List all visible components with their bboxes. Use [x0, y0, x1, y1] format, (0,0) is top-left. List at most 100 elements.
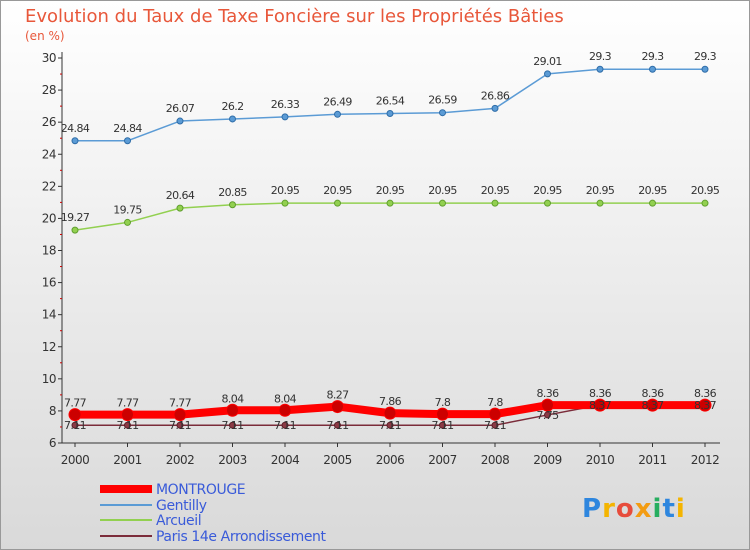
data-point — [649, 65, 656, 73]
data-point — [544, 199, 551, 207]
data-label: 20.85 — [218, 186, 247, 199]
data-point — [436, 407, 449, 421]
series-0 — [68, 398, 712, 422]
data-point — [596, 199, 604, 207]
data-point — [544, 70, 551, 78]
data-label: 26.2 — [221, 100, 243, 113]
data-point — [68, 408, 82, 422]
data-label: 26.49 — [323, 95, 352, 108]
data-point — [491, 199, 499, 207]
y-tick-label: 14 — [42, 308, 56, 322]
y-tick-label: 10 — [42, 372, 56, 386]
data-label: 24.84 — [61, 122, 90, 135]
y-tick-label: 30 — [42, 51, 56, 65]
data-label: 24.84 — [113, 122, 142, 135]
data-point — [544, 411, 551, 419]
data-label: 8.36 — [536, 387, 559, 400]
data-point — [439, 109, 446, 117]
data-label: 7.11 — [431, 419, 453, 432]
y-tick-label: 6 — [49, 436, 56, 450]
data-label: 26.59 — [428, 94, 457, 107]
legend-label: Paris 14e Arrondissement — [156, 529, 327, 545]
data-label: 7.11 — [116, 419, 138, 432]
data-label: 7.8 — [487, 396, 503, 409]
data-point — [229, 201, 236, 209]
axes — [61, 52, 720, 444]
data-point — [491, 104, 499, 112]
data-point — [176, 421, 184, 429]
data-label: 29.3 — [694, 50, 717, 63]
data-label: 7.86 — [379, 395, 402, 408]
data-label: 20.95 — [691, 184, 720, 197]
brand-logo: Proxiti — [582, 494, 686, 524]
x-tick-label: 2006 — [376, 453, 405, 467]
y-tick-label: 28 — [42, 83, 56, 97]
y-ticks: 6 8 10 12 14 16 18 20 22 24 26 28 30 — [42, 51, 62, 450]
legend-label: Gentilly — [156, 498, 207, 514]
x-tick-label: 2002 — [166, 453, 195, 467]
y-tick-label: 20 — [42, 211, 56, 225]
chart-subtitle: (en %) — [25, 29, 65, 43]
series-1 — [71, 65, 709, 145]
data-point — [593, 398, 607, 412]
data-label: 8.37 — [589, 399, 612, 412]
x-ticks: 2000 2001 2002 2003 2004 2005 2006 2007 2008 2009… — [61, 443, 720, 467]
x-tick-label: 2000 — [61, 453, 90, 467]
x-tick-label: 2011 — [638, 453, 667, 467]
x-tick-label: 2008 — [481, 453, 510, 467]
legend-label: Arcueil — [156, 513, 201, 529]
data-label: 7.77 — [64, 397, 87, 410]
data-label: 8.27 — [326, 389, 349, 402]
data-label: 20.95 — [323, 184, 352, 197]
x-tick-label: 2001 — [113, 453, 142, 467]
data-point — [124, 218, 131, 226]
y-tick-label: 22 — [42, 179, 56, 193]
data-point — [701, 65, 709, 73]
data-point — [701, 199, 709, 207]
x-tick-label: 2005 — [323, 453, 352, 467]
data-label: 20.64 — [166, 189, 195, 202]
data-label: 7.11 — [274, 419, 296, 432]
data-label: 29.01 — [533, 55, 562, 68]
data-label: 8.37 — [694, 399, 717, 412]
svg-text:Proxiti: Proxiti — [582, 494, 686, 524]
x-tick-label: 2004 — [271, 453, 300, 467]
data-point — [383, 406, 397, 420]
data-label: 7.77 — [116, 397, 139, 410]
data-label: 20.95 — [376, 184, 405, 197]
data-point — [334, 110, 341, 118]
data-point — [596, 65, 604, 73]
data-labels: 7.11 7.11 7.11 7.11 7.11 7.11 7.11 7.11 7.11 7.75… — [61, 50, 721, 432]
data-point — [541, 398, 554, 412]
x-tick-label: 2012 — [691, 453, 720, 467]
y-tick-label: 16 — [42, 276, 56, 290]
data-label: 20.95 — [586, 184, 615, 197]
data-point — [649, 199, 656, 207]
data-label: 8.04 — [221, 392, 244, 405]
data-label: 8.36 — [694, 387, 717, 400]
data-label: 26.33 — [271, 98, 300, 111]
data-point — [121, 408, 134, 422]
chart-title: Evolution du Taux de Taxe Foncière sur l… — [25, 6, 564, 27]
data-label: 7.8 — [435, 396, 451, 409]
y-tick-label: 26 — [42, 115, 56, 129]
data-point — [71, 137, 79, 145]
series-layer — [68, 65, 712, 429]
y-tick-label: 24 — [42, 147, 56, 161]
x-tick-label: 2010 — [586, 453, 615, 467]
data-point — [281, 113, 289, 121]
data-label: 20.95 — [638, 184, 667, 197]
data-label: 7.11 — [169, 419, 191, 432]
data-point — [331, 400, 344, 414]
data-label: 26.07 — [166, 102, 195, 115]
data-label: 19.27 — [61, 211, 90, 224]
data-point — [386, 421, 394, 429]
data-label: 29.3 — [641, 50, 664, 63]
data-point — [386, 110, 394, 118]
data-label: 7.11 — [484, 419, 506, 432]
data-point — [229, 421, 236, 429]
